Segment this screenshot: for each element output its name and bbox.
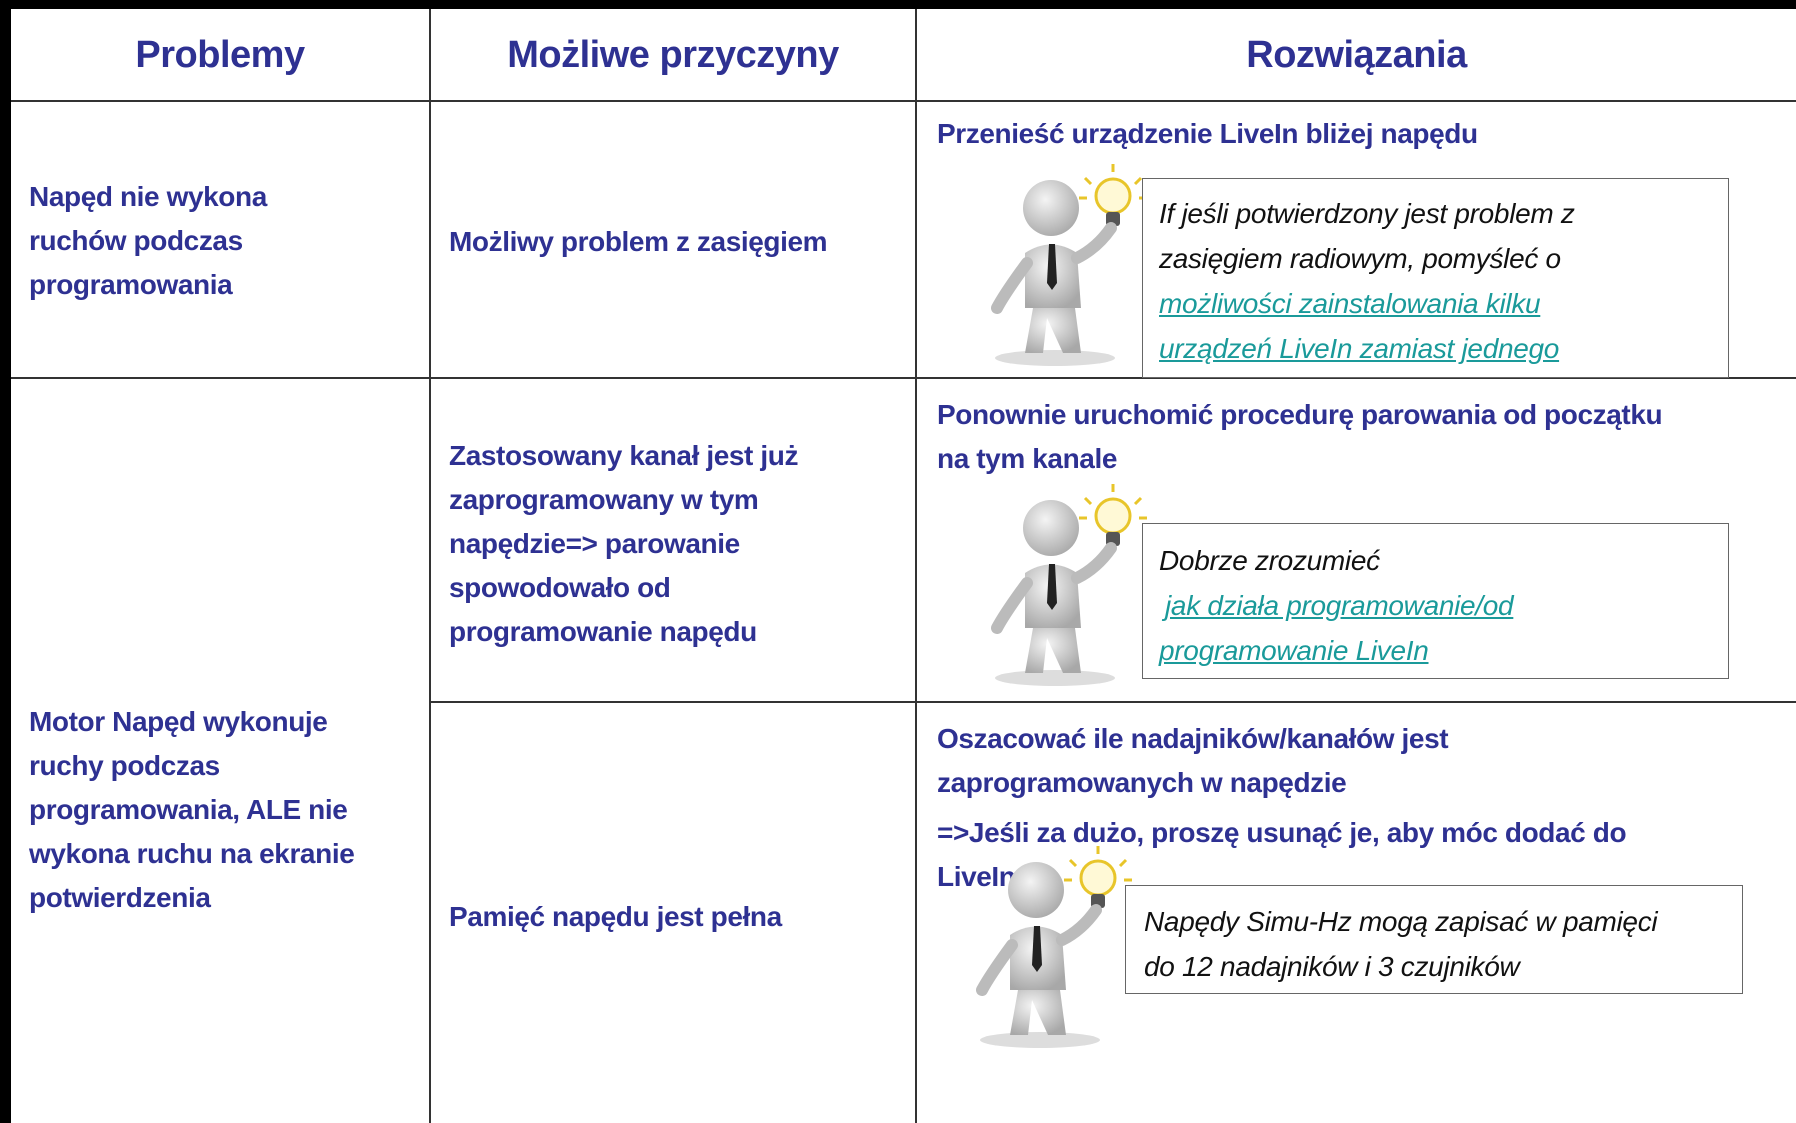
row-divider: [430, 701, 1796, 703]
paragraph: Przenieść urządzenie LiveIn bliżej napęd…: [937, 112, 1478, 156]
tip-link[interactable]: możliwości zainstalowania kilku: [1159, 288, 1541, 319]
tip-box: Napędy Simu-Hz mogą zapisać w pamięci do …: [1125, 885, 1743, 994]
text-line: ruchów podczas: [29, 225, 243, 256]
column-header: Możliwe przyczyny: [507, 33, 839, 76]
column-divider: [429, 9, 431, 1123]
text-line: programowanie napędu: [449, 616, 757, 647]
tip-text: Napędy Simu-Hz mogą zapisać w pamięci: [1144, 906, 1658, 937]
row-divider: [11, 377, 1796, 379]
column-divider: [915, 9, 917, 1123]
text-line: napędzie=> parowanie: [449, 528, 740, 559]
paragraph: Ponownie uruchomić procedurę parowania o…: [937, 393, 1663, 481]
text-line: Możliwy problem z zasięgiem: [449, 226, 828, 257]
tip-text: If jeśli potwierdzony jest problem z: [1159, 198, 1575, 229]
text-line: programowania: [29, 269, 233, 300]
solution: Ponownie uruchomić procedurę parowania o…: [937, 393, 1663, 481]
text-line: =>Jeśli za dużo, proszę usunąć je, aby m…: [937, 817, 1627, 848]
tip-box: If jeśli potwierdzony jest problem z zasi…: [1142, 178, 1729, 378]
paragraph: Oszacować ile nadajników/kanałów jest zap…: [937, 717, 1626, 805]
tip-figure: [970, 840, 1140, 1050]
problem: Motor Napęd wykonuje ruchy podczas program…: [29, 700, 355, 920]
column-header: Problemy: [135, 33, 305, 76]
text-line: programowania, ALE nie: [29, 794, 348, 825]
text-line: na tym kanale: [937, 443, 1117, 474]
cause: Możliwy problem z zasięgiem: [449, 220, 828, 264]
tip-figure: [985, 158, 1155, 368]
cause: Zastosowany kanał jest już zaprogramowany…: [449, 434, 798, 654]
tip-link[interactable]: urządzeń LiveIn zamiast jednego: [1159, 333, 1560, 364]
problem: Napęd nie wykona ruchów podczas programowa…: [29, 175, 267, 307]
column-header: Rozwiązania: [1246, 33, 1467, 76]
text-line: Oszacować ile nadajników/kanałów jest: [937, 723, 1449, 754]
solution: Oszacować ile nadajników/kanałów jest zap…: [937, 717, 1627, 899]
tip-link[interactable]: jak działa programowanie/od: [1165, 590, 1514, 621]
tip-text: Dobrze zrozumieć: [1159, 545, 1380, 576]
text-line: LiveIn: [937, 861, 1016, 892]
solution: Przenieść urządzenie LiveIn bliżej napęd…: [937, 112, 1478, 156]
text-line: potwierdzenia: [29, 882, 211, 913]
text-line: Ponownie uruchomić procedurę parowania o…: [937, 399, 1663, 430]
cause: Pamięć napędu jest pełna: [449, 895, 782, 939]
text-line: ruchy podczas: [29, 750, 220, 781]
text-line: Zastosowany kanał jest już: [449, 440, 799, 471]
tip-text: zasięgiem radiowym, pomyśleć o: [1159, 243, 1561, 274]
tip-figure: [985, 478, 1155, 688]
text-line: Motor Napęd wykonuje: [29, 706, 328, 737]
tip-box: Dobrze zrozumieć jak działa programowanie…: [1142, 523, 1729, 679]
text-line: zaprogramowany w tym: [449, 484, 759, 515]
tip-text: do 12 nadajników i 3 czujników: [1144, 951, 1520, 982]
row-divider: [11, 100, 1796, 102]
text-line: Napęd nie wykona: [29, 181, 267, 212]
text-line: Pamięć napędu jest pełna: [449, 901, 782, 932]
tip-link[interactable]: programowanie LiveIn: [1159, 635, 1429, 666]
text-line: Przenieść urządzenie LiveIn bliżej napęd…: [937, 118, 1478, 149]
text-line: wykona ruchu na ekranie: [29, 838, 355, 869]
paragraph: =>Jeśli za dużo, proszę usunąć je, aby m…: [937, 811, 1627, 899]
text-line: spowodowało od: [449, 572, 671, 603]
text-line: zaprogramowanych w napędzie: [937, 767, 1347, 798]
